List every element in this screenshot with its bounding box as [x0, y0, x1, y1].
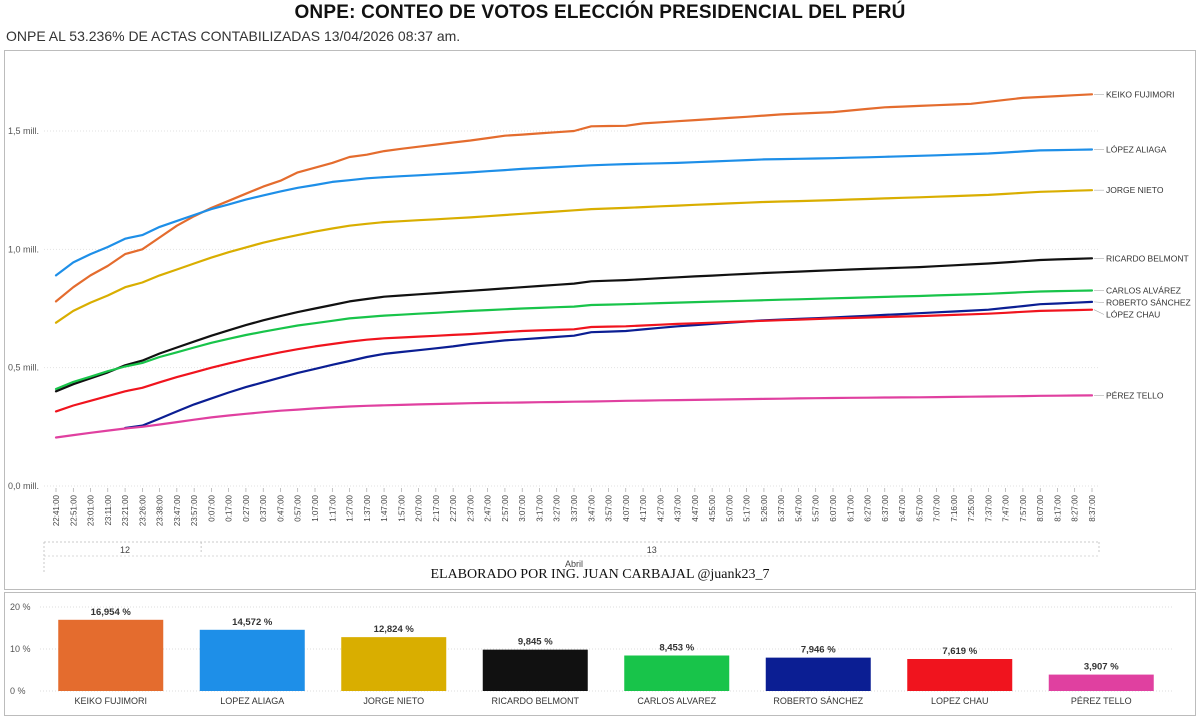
series-label-carlos-alvarez: CARLOS ALVÁREZ [1106, 286, 1181, 296]
x-tick-label: 3:47:00 [587, 494, 596, 521]
x-tick-label: 3:37:00 [570, 494, 579, 521]
series-line-lopez-chau [54, 308, 1094, 413]
x-day-label: 13 [647, 545, 657, 555]
series-label-lopez-aliaga: LÓPEZ ALIAGA [1106, 144, 1167, 154]
x-tick-label: 8:27:00 [1071, 494, 1080, 521]
y-tick-label: 0,0 mill. [8, 481, 39, 491]
x-tick-label: 2:07:00 [415, 494, 424, 521]
x-tick-label: 2:57:00 [501, 494, 510, 521]
x-tick-label: 4:27:00 [656, 494, 665, 521]
x-tick-label: 23:38:00 [156, 494, 165, 526]
x-tick-label: 4:55:00 [708, 494, 717, 521]
author-credit: ELABORADO POR ING. JUAN CARBAJAL @juank2… [430, 567, 770, 582]
x-tick-label: 0:27:00 [242, 494, 251, 521]
x-tick-label: 22:51:00 [69, 494, 78, 526]
y-tick-label: 1,5 mill. [8, 126, 39, 136]
x-tick-label: 6:17:00 [846, 494, 855, 521]
x-tick-label: 2:37:00 [466, 494, 475, 521]
series-label-leader [1093, 301, 1105, 303]
x-tick-label: 23:47:00 [173, 494, 182, 526]
x-tick-label: 1:47:00 [380, 494, 389, 521]
series-label-keiko-fujimori: KEIKO FUJIMORI [1106, 89, 1174, 99]
y-tick-label: 1,0 mill. [8, 244, 39, 254]
page-title: ONPE: CONTEO DE VOTOS ELECCIÓN PRESIDENC… [294, 2, 906, 23]
x-tick-label: 23:21:00 [121, 494, 130, 526]
x-tick-label: 1:27:00 [346, 494, 355, 521]
x-tick-label: 22:41:00 [52, 494, 61, 526]
y-tick-label: 0,5 mill. [8, 363, 39, 373]
x-day-label: 12 [120, 545, 130, 555]
x-tick-label: 1:17:00 [328, 494, 337, 521]
series-label-ricardo-belmont: RICARDO BELMONT [1106, 253, 1189, 263]
series-line-jorge-nieto [54, 189, 1094, 324]
series-line-lopez-aliaga [54, 148, 1094, 277]
x-tick-label: 2:27:00 [449, 494, 458, 521]
series-label-jorge-nieto: JORGE NIETO [1106, 185, 1164, 195]
x-tick-label: 4:37:00 [674, 494, 683, 521]
x-tick-label: 3:07:00 [518, 494, 527, 521]
x-tick-label: 6:37:00 [881, 494, 890, 521]
bar-chart-panel [4, 592, 1196, 716]
x-tick-label: 1:57:00 [397, 494, 406, 521]
series-label-leader [1093, 309, 1105, 315]
x-tick-label: 23:26:00 [138, 494, 147, 526]
x-tick-label: 7:16:00 [950, 494, 959, 521]
x-tick-label: 2:17:00 [432, 494, 441, 521]
x-tick-label: 7:07:00 [933, 494, 942, 521]
x-tick-label: 3:57:00 [605, 494, 614, 521]
x-tick-label: 23:57:00 [190, 494, 199, 526]
x-tick-label: 5:57:00 [812, 494, 821, 521]
x-tick-label: 4:07:00 [622, 494, 631, 521]
x-month-label: Abril [565, 559, 583, 569]
x-tick-label: 0:37:00 [259, 494, 268, 521]
series-line-perez-tello [54, 394, 1094, 439]
page-subtitle: ONPE AL 53.236% DE ACTAS CONTABILIZADAS … [6, 28, 461, 44]
x-tick-label: 8:17:00 [1053, 494, 1062, 521]
series-label-lopez-chau: LÓPEZ CHAU [1106, 310, 1160, 320]
series-line-roberto-sanchez [123, 300, 1094, 430]
x-tick-label: 6:07:00 [829, 494, 838, 521]
x-tick-label: 0:47:00 [276, 494, 285, 521]
x-tick-label: 2:47:00 [484, 494, 493, 521]
x-tick-label: 7:57:00 [1019, 494, 1028, 521]
line-chart: 0,0 mill. 0,5 mill. 1,0 mill. 1,5 mill. 22:4… [8, 89, 1191, 572]
series-label-roberto-sanchez: ROBERTO SÁNCHEZ [1106, 298, 1191, 308]
x-tick-label: 5:37:00 [777, 494, 786, 521]
series-line-keiko-fujimori [54, 93, 1094, 303]
x-tick-label: 0:57:00 [294, 494, 303, 521]
series-line-ricardo-belmont [54, 257, 1094, 393]
x-tick-label: 0:17:00 [225, 494, 234, 521]
x-tick-label: 7:37:00 [984, 494, 993, 521]
x-tick-label: 6:27:00 [864, 494, 873, 521]
x-tick-label: 5:47:00 [794, 494, 803, 521]
x-tick-label: 3:17:00 [535, 494, 544, 521]
x-tick-label: 5:07:00 [725, 494, 734, 521]
x-tick-label: 8:37:00 [1088, 494, 1097, 521]
x-tick-label: 1:07:00 [311, 494, 320, 521]
series-line-carlos-alvarez [54, 289, 1094, 391]
x-tick-label: 5:26:00 [760, 494, 769, 521]
x-tick-label: 7:47:00 [1002, 494, 1011, 521]
x-tick-label: 23:11:00 [104, 494, 113, 525]
x-tick-label: 5:17:00 [743, 494, 752, 521]
x-tick-label: 1:37:00 [363, 494, 372, 521]
x-tick-label: 6:47:00 [898, 494, 907, 521]
x-tick-label: 7:25:00 [967, 494, 976, 521]
x-tick-label: 3:27:00 [553, 494, 562, 521]
x-tick-label: 0:07:00 [207, 494, 216, 521]
x-tick-label: 23:01:00 [87, 494, 96, 526]
line-chart-panel [4, 50, 1196, 590]
series-label-perez-tello: PÉREZ TELLO [1106, 390, 1164, 400]
x-tick-label: 8:07:00 [1036, 494, 1045, 521]
x-tick-label: 6:57:00 [915, 494, 924, 521]
x-tick-label: 4:47:00 [691, 494, 700, 521]
x-tick-label: 4:17:00 [639, 494, 648, 521]
